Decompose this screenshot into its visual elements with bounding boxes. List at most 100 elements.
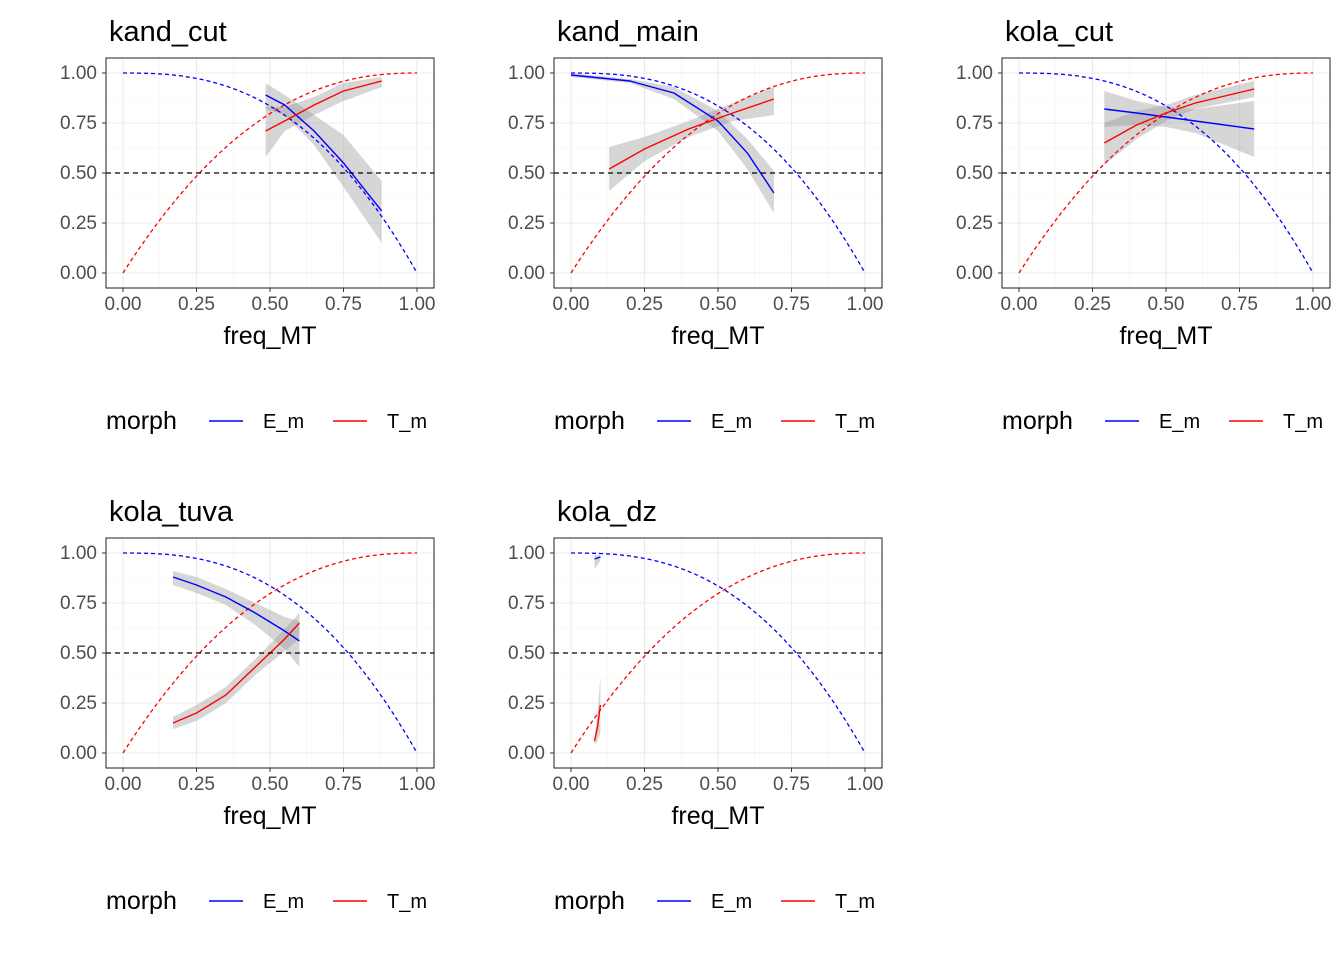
y-tick-label: 1.00 — [508, 63, 545, 84]
legend: morph E_m T_m — [554, 407, 875, 435]
x-tick-label: 0.25 — [626, 774, 663, 795]
legend-label: T_m — [835, 411, 875, 433]
y-tick-label: 0.50 — [956, 163, 993, 184]
x-tick-label: 1.00 — [399, 294, 436, 315]
y-tick-label: 0.50 — [60, 643, 97, 664]
fitted-line-T_m — [265, 80, 382, 132]
legend-label: E_m — [263, 411, 304, 433]
x-tick-label: 0.75 — [325, 774, 362, 795]
legend-title: morph — [106, 887, 177, 915]
fitted-line-T_m — [608, 98, 775, 170]
x-tick-label: 1.00 — [847, 774, 884, 795]
y-tick-label: 0.00 — [60, 263, 97, 284]
facet-title: kand_main — [557, 16, 699, 48]
y-tick-label: 0.75 — [60, 113, 97, 134]
x-tick-label: 0.00 — [1001, 294, 1038, 315]
dashed-reference-T_m — [570, 552, 865, 754]
fitted-line-E_m — [1104, 108, 1255, 130]
confidence-band-E_m — [571, 73, 774, 213]
y-tick-label: 0.50 — [508, 643, 545, 664]
x-axis-label: freq_MT — [223, 802, 316, 830]
y-tick-label: 0.00 — [60, 743, 97, 764]
confidence-band-T_m — [1104, 81, 1255, 165]
x-tick-label: 0.75 — [773, 774, 810, 795]
legend-title: morph — [1002, 407, 1073, 435]
legend-label: E_m — [1159, 411, 1200, 433]
y-tick-label: 1.00 — [508, 543, 545, 564]
y-tick-label: 0.00 — [956, 263, 993, 284]
fitted-line-T_m — [1103, 88, 1255, 144]
x-tick-label: 0.50 — [252, 294, 289, 315]
dashed-reference-E_m — [123, 72, 418, 274]
x-tick-label: 0.50 — [700, 294, 737, 315]
y-tick-label: 0.50 — [60, 163, 97, 184]
x-axis-label: freq_MT — [671, 802, 764, 830]
y-tick-label: 0.25 — [508, 693, 545, 714]
y-tick-label: 0.75 — [508, 593, 545, 614]
confidence-band-T_m — [265, 77, 382, 157]
fitted-line-E_m — [570, 74, 775, 194]
legend-label: E_m — [711, 891, 752, 913]
fitted-line-E_m — [172, 576, 300, 642]
y-tick-label: 0.50 — [508, 163, 545, 184]
facet-title: kola_cut — [1005, 16, 1113, 48]
legend-label: T_m — [387, 891, 427, 913]
x-axis-label: freq_MT — [671, 322, 764, 350]
facet-kola_tuva: 0.00 0.25 0.50 0.75 1.00 0.00 0.25 0.50 0.75 1.00… — [60, 496, 435, 915]
y-tick-label: 0.25 — [60, 693, 97, 714]
dashed-reference-E_m — [571, 72, 866, 274]
dashed-reference-T_m — [570, 72, 865, 274]
fitted-line-E_m — [594, 556, 601, 560]
y-tick-label: 0.25 — [956, 213, 993, 234]
legend-label: E_m — [711, 411, 752, 433]
confidence-band-E_m — [173, 571, 300, 667]
legend: morph E_m T_m — [1002, 407, 1323, 435]
x-tick-label: 0.75 — [1221, 294, 1258, 315]
legend-label: E_m — [263, 891, 304, 913]
y-tick-label: 1.00 — [60, 63, 97, 84]
facet-kola_dz: 0.00 0.25 0.50 0.75 1.00 0.00 0.25 0.50 0.75 1.00… — [508, 496, 883, 915]
dashed-reference-T_m — [122, 552, 417, 754]
legend-title: morph — [554, 887, 625, 915]
legend: morph E_m T_m — [106, 887, 427, 915]
facet-kola_cut: 0.00 0.25 0.50 0.75 1.00 0.00 0.25 0.50 0.75 1.00… — [956, 16, 1331, 435]
x-tick-label: 0.00 — [105, 774, 142, 795]
y-tick-label: 0.00 — [508, 263, 545, 284]
dashed-reference-E_m — [1019, 72, 1314, 274]
x-tick-label: 0.75 — [773, 294, 810, 315]
dashed-reference-E_m — [123, 552, 418, 754]
x-tick-label: 0.00 — [553, 294, 590, 315]
x-tick-label: 0.50 — [1148, 294, 1185, 315]
legend-title: morph — [106, 407, 177, 435]
x-tick-label: 0.25 — [1074, 294, 1111, 315]
x-tick-label: 1.00 — [399, 774, 436, 795]
x-tick-label: 0.00 — [105, 294, 142, 315]
x-axis-label: freq_MT — [1119, 322, 1212, 350]
y-tick-label: 1.00 — [956, 63, 993, 84]
x-tick-label: 1.00 — [1295, 294, 1332, 315]
legend-label: T_m — [1283, 411, 1323, 433]
confidence-band-E_m — [1104, 91, 1255, 157]
y-tick-label: 0.00 — [508, 743, 545, 764]
x-tick-label: 0.00 — [553, 774, 590, 795]
x-tick-label: 0.25 — [178, 774, 215, 795]
legend: morph E_m T_m — [554, 887, 875, 915]
fitted-line-T_m — [593, 704, 602, 742]
y-tick-label: 0.25 — [508, 213, 545, 234]
confidence-band-T_m — [594, 677, 601, 745]
legend: morph E_m T_m — [106, 407, 427, 435]
x-tick-label: 0.25 — [178, 294, 215, 315]
y-tick-label: 1.00 — [60, 543, 97, 564]
fitted-line-T_m — [172, 622, 300, 724]
facet-title: kola_tuva — [109, 496, 234, 528]
y-tick-label: 0.75 — [508, 113, 545, 134]
x-tick-label: 0.75 — [325, 294, 362, 315]
y-tick-label: 0.75 — [956, 113, 993, 134]
facet-title: kola_dz — [557, 496, 657, 528]
legend-label: T_m — [835, 891, 875, 913]
y-tick-label: 0.75 — [60, 593, 97, 614]
dashed-reference-E_m — [571, 552, 866, 754]
x-tick-label: 0.50 — [252, 774, 289, 795]
fitted-line-E_m — [265, 94, 383, 212]
